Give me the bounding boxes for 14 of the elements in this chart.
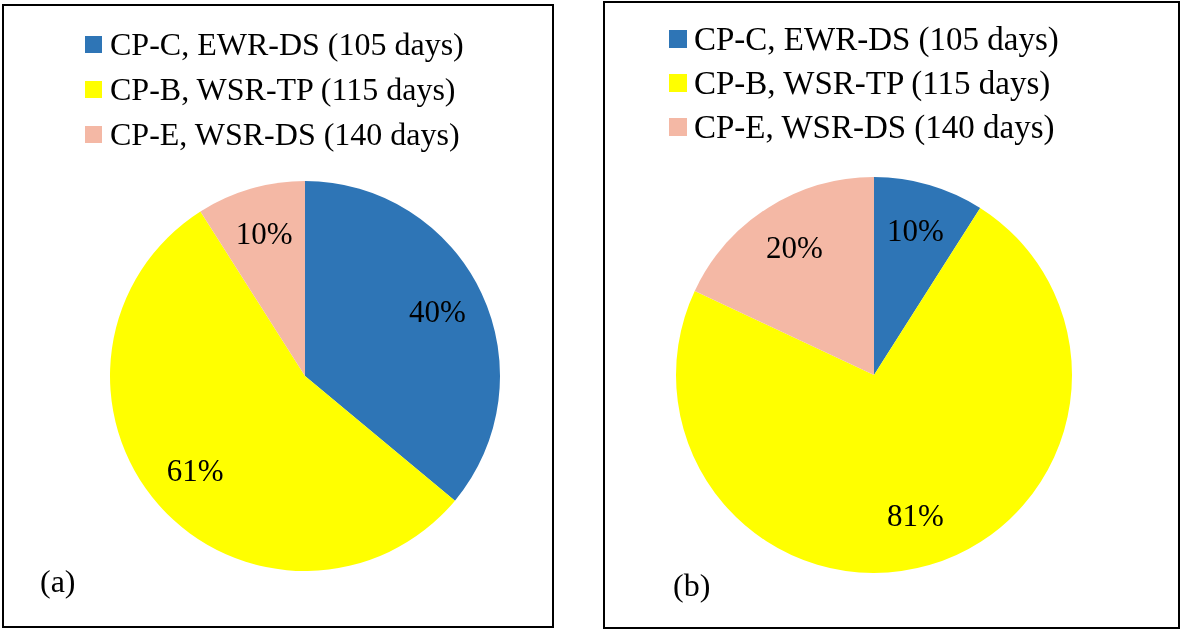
legend-label: CP-E, WSR-DS (140 days)	[694, 108, 1055, 147]
legend-label: CP-C, EWR-DS (105 days)	[110, 25, 464, 64]
text: (a)	[40, 562, 76, 601]
data-label: 10%	[887, 212, 944, 248]
data-label: 10%	[235, 215, 293, 251]
data-label: 20%	[765, 229, 823, 265]
legend-label: CP-B, WSR-TP (115 days)	[110, 70, 456, 109]
legend-label: CP-B, WSR-TP (115 days)	[694, 64, 1051, 103]
data-label: 40%	[408, 294, 466, 330]
legend-label: CP-E, WSR-DS (140 days)	[110, 115, 460, 154]
data-label: 81%	[887, 497, 944, 533]
data-label: 61%	[166, 452, 224, 488]
legend-label: CP-C, EWR-DS (105 days)	[694, 20, 1059, 59]
text: (b)	[673, 566, 711, 605]
